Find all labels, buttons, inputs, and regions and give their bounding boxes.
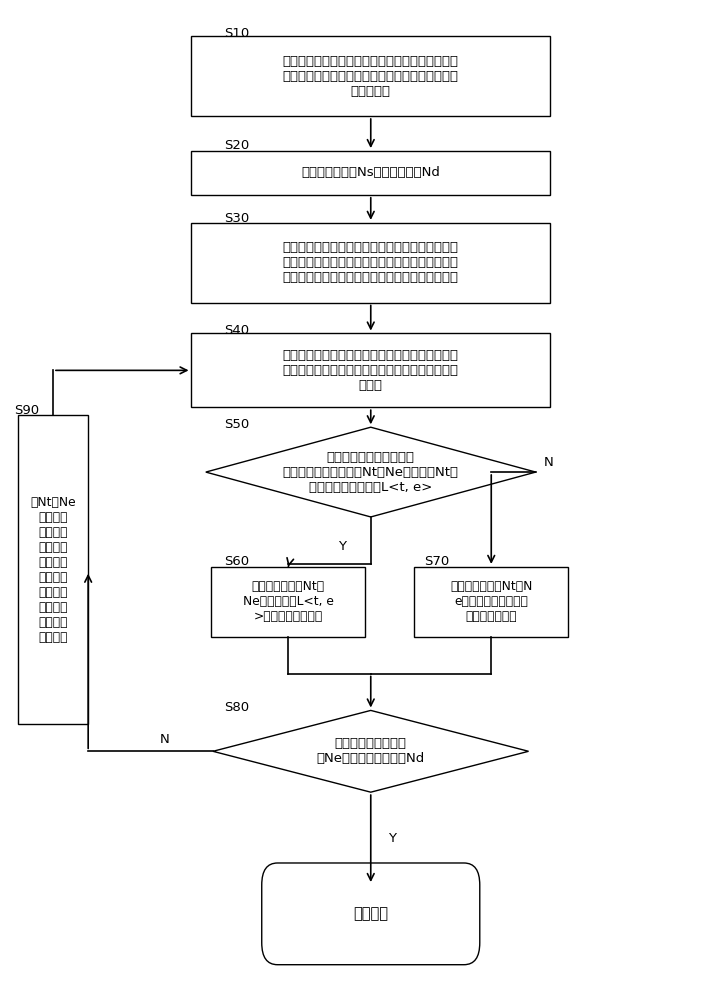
Text: 设当前起始和终结拓扑节
点分别为必经拓扑节点Nt和Ne，并判定Nt是
否连接必经拓扑链路L<t, e>: 设当前起始和终结拓扑节 点分别为必经拓扑节点Nt和Ne，并判定Nt是 否连接必经… <box>283 451 459 494</box>
Text: S20: S20 <box>224 139 249 152</box>
FancyBboxPatch shape <box>414 567 568 637</box>
Text: S60: S60 <box>224 555 249 568</box>
Text: S90: S90 <box>14 404 40 417</box>
FancyBboxPatch shape <box>192 333 550 407</box>
Text: S30: S30 <box>224 212 249 225</box>
Text: 选择源拓扑节点Ns和宿拓扑节点Nd: 选择源拓扑节点Ns和宿拓扑节点Nd <box>302 166 440 179</box>
FancyBboxPatch shape <box>262 863 480 965</box>
Text: 选择路径必须经过的拓扑节点和拓扑链路，按预设
顺序建立必经拓扑节点和链路列表，将必经拓扑链
路转化为必经拓扑节点，加到必经拓扑节点列表中: 选择路径必须经过的拓扑节点和拓扑链路，按预设 顺序建立必经拓扑节点和链路列表，将… <box>283 241 459 284</box>
FancyBboxPatch shape <box>192 223 550 303</box>
Text: S70: S70 <box>425 555 450 568</box>
Text: 将必经拓扑节点Nt、
Ne和必经链路L<t, e
>加入到整体路径中: 将必经拓扑节点Nt、 Ne和必经链路L<t, e >加入到整体路径中 <box>243 580 333 623</box>
Text: 建立避开拓扑节点列表和避开拓扑链路列表，并根
据其更新拓扑矩阵，删除需要避开的拓扑节点和拓
扑链路: 建立避开拓扑节点列表和避开拓扑链路列表，并根 据其更新拓扑矩阵，删除需要避开的拓… <box>283 349 459 392</box>
FancyBboxPatch shape <box>192 36 550 116</box>
Text: S40: S40 <box>224 324 249 337</box>
FancyBboxPatch shape <box>192 151 550 195</box>
Text: S50: S50 <box>224 418 249 431</box>
Text: 在必经拓扑节点Nt、N
e间寻找最优路径，加
入到整体路径中: 在必经拓扑节点Nt、N e间寻找最优路径，加 入到整体路径中 <box>450 580 532 623</box>
FancyBboxPatch shape <box>211 567 365 637</box>
Text: S10: S10 <box>224 27 249 40</box>
Text: Y: Y <box>388 832 396 845</box>
Text: N: N <box>160 733 170 746</box>
Text: S80: S80 <box>224 701 249 714</box>
FancyBboxPatch shape <box>18 415 88 724</box>
Text: 结束程序: 结束程序 <box>354 906 388 921</box>
Text: 判断当前终结拓扑节
点Ne是否为宿拓扑节点Nd: 判断当前终结拓扑节 点Ne是否为宿拓扑节点Nd <box>317 737 425 765</box>
Polygon shape <box>213 710 528 792</box>
Text: 将Nt、Ne
间最优路
径中的拓
扑节点设
置为避开
的拓扑节
点、拓扑
链路设置
为避开的
拓扑链路: 将Nt、Ne 间最优路 径中的拓 扑节点设 置为避开 的拓扑节 点、拓扑 链路设… <box>30 496 76 644</box>
Polygon shape <box>206 427 536 517</box>
Text: 将电信传输网中所有电信设备抽象生成拓扑节点，
电信设备间的所有光纤连接抽象生成拓扑链路，组
成拓扑矩阵: 将电信传输网中所有电信设备抽象生成拓扑节点， 电信设备间的所有光纤连接抽象生成拓… <box>283 55 459 98</box>
Text: N: N <box>544 456 554 469</box>
Text: Y: Y <box>338 540 346 553</box>
